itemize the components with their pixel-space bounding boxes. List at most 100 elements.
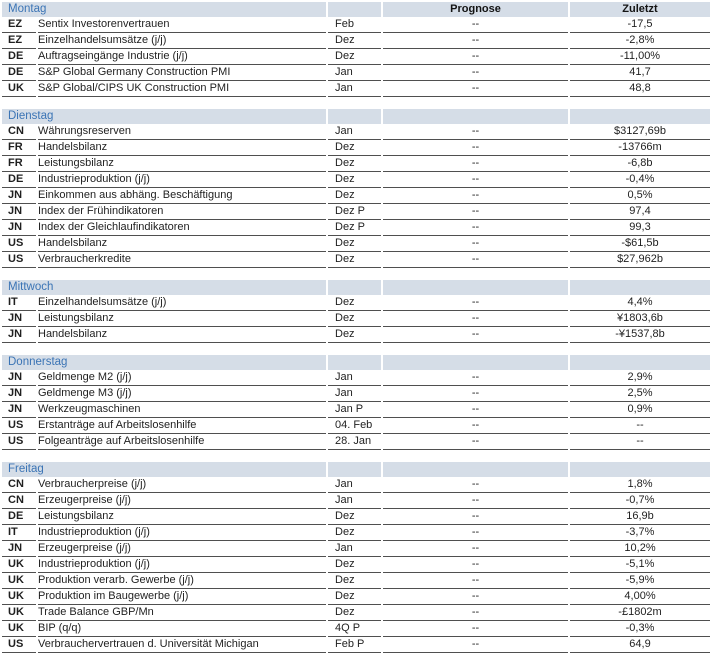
table-row: EZ Einzelhandelsumsätze (j/j) Dez -- -2,8% xyxy=(2,33,711,49)
indicator-name: S&P Global/CIPS UK Construction PMI xyxy=(38,81,327,97)
forecast-value: -- xyxy=(383,557,569,573)
indicator-name: Trade Balance GBP/Mn xyxy=(38,605,327,621)
last-value: 0,9% xyxy=(570,402,710,418)
last-value: 48,8 xyxy=(570,81,711,97)
column-header-zuletzt xyxy=(570,462,711,477)
indicator-name: Sentix Investorenvertrauen xyxy=(38,17,327,33)
column-header-prognose xyxy=(383,355,568,370)
forecast-value: -- xyxy=(383,204,569,220)
last-value: -13766m xyxy=(570,140,711,156)
indicator-name: Verbrauchervertrauen d. Universität Mich… xyxy=(38,637,327,653)
period-value: Dez xyxy=(328,252,382,268)
day-label: Montag xyxy=(2,2,327,17)
country-code: JN xyxy=(2,370,36,386)
table-row: US Erstanträge auf Arbeitslosenhilfe 04. F… xyxy=(2,418,710,434)
day-header-row: Donnerstag xyxy=(2,355,710,370)
country-code: UK xyxy=(2,621,36,637)
last-value: $3127,69b xyxy=(570,124,711,140)
column-header-prognose xyxy=(383,109,569,124)
forecast-value: -- xyxy=(383,17,569,33)
forecast-value: -- xyxy=(383,49,569,65)
last-value: -5,1% xyxy=(570,557,711,573)
period-value: Dez xyxy=(328,557,382,573)
forecast-value: -- xyxy=(383,477,569,493)
last-value: 10,2% xyxy=(570,541,711,557)
table-row: UK Produktion verarb. Gewerbe (j/j) Dez -- -… xyxy=(2,573,711,589)
period-value: 28. Jan xyxy=(328,434,381,450)
last-value: 4,00% xyxy=(570,589,711,605)
country-code: US xyxy=(2,236,36,252)
country-code: JN xyxy=(2,541,36,557)
forecast-value: -- xyxy=(383,311,568,327)
period-value: Dez xyxy=(328,509,382,525)
table-row: IT Industrieproduktion (j/j) Dez -- -3,7% xyxy=(2,525,711,541)
indicator-name: Produktion verarb. Gewerbe (j/j) xyxy=(38,573,327,589)
indicator-name: Industrieproduktion (j/j) xyxy=(38,172,327,188)
country-code: DE xyxy=(2,172,36,188)
forecast-value: -- xyxy=(383,386,568,402)
indicator-name: Einzelhandelsumsätze (j/j) xyxy=(38,33,327,49)
day-section-table: Dienstag CN Währungsreserven Jan -- $3127,69b… xyxy=(0,109,712,268)
period-value: Dez xyxy=(328,573,382,589)
last-value: 16,9b xyxy=(570,509,711,525)
day-header-row: Freitag xyxy=(2,462,711,477)
forecast-value: -- xyxy=(383,605,569,621)
period-value: Dez xyxy=(328,140,382,156)
last-value: -0,3% xyxy=(570,621,711,637)
last-value: $27,962b xyxy=(570,252,711,268)
last-value: 99,3 xyxy=(570,220,711,236)
day-section-table: Freitag CN Verbraucherpreise (j/j) Jan -- 1,8… xyxy=(0,462,712,653)
table-row: JN Einkommen aus abhäng. Beschäftigung Dez… xyxy=(2,188,711,204)
indicator-name: Industrieproduktion (j/j) xyxy=(38,525,327,541)
last-value: -5,9% xyxy=(570,573,711,589)
indicator-name: Auftragseingänge Industrie (j/j) xyxy=(38,49,327,65)
last-value: 64,9 xyxy=(570,637,711,653)
last-value: -17,5 xyxy=(570,17,711,33)
period-value: Jan xyxy=(328,124,382,140)
country-code: FR xyxy=(2,140,36,156)
forecast-value: -- xyxy=(383,637,569,653)
forecast-value: -- xyxy=(383,541,569,557)
period-value: Jan xyxy=(328,65,382,81)
table-row: US Verbrauchervertrauen d. Universität Mi… xyxy=(2,637,711,653)
country-code: EZ xyxy=(2,17,36,33)
period-value: Dez xyxy=(328,311,381,327)
indicator-name: Leistungsbilanz xyxy=(38,311,326,327)
table-row: DE Leistungsbilanz Dez -- 16,9b xyxy=(2,509,711,525)
day-section-table: Montag Prognose Zuletzt EZ Sentix Investoren… xyxy=(0,2,712,97)
indicator-name: Produktion im Baugewerbe (j/j) xyxy=(38,589,327,605)
indicator-name: Währungsreserven xyxy=(38,124,327,140)
country-code: JN xyxy=(2,220,36,236)
period-value: Dez xyxy=(328,295,381,311)
forecast-value: -- xyxy=(383,124,569,140)
header-band-period xyxy=(328,2,382,17)
last-value: -- xyxy=(570,418,710,434)
country-code: UK xyxy=(2,81,36,97)
period-value: Dez P xyxy=(328,204,382,220)
table-row: JN Leistungsbilanz Dez -- ¥1803,6b xyxy=(2,311,710,327)
period-value: Dez xyxy=(328,49,382,65)
period-value: Dez P xyxy=(328,220,382,236)
indicator-name: Geldmenge M2 (j/j) xyxy=(38,370,326,386)
period-value: 04. Feb xyxy=(328,418,381,434)
period-value: Jan P xyxy=(328,402,381,418)
forecast-value: -- xyxy=(383,252,569,268)
forecast-value: -- xyxy=(383,140,569,156)
country-code: US xyxy=(2,418,36,434)
day-header-row: Mittwoch xyxy=(2,280,710,295)
country-code: CN xyxy=(2,477,36,493)
last-value: 1,8% xyxy=(570,477,711,493)
period-value: 4Q P xyxy=(328,621,382,637)
table-row: DE Auftragseingänge Industrie (j/j) Dez -- -… xyxy=(2,49,711,65)
last-value: 2,5% xyxy=(570,386,710,402)
country-code: JN xyxy=(2,204,36,220)
last-value: -£1802m xyxy=(570,605,711,621)
forecast-value: -- xyxy=(383,370,568,386)
table-row: JN Geldmenge M2 (j/j) Jan -- 2,9% xyxy=(2,370,710,386)
period-value: Jan xyxy=(328,81,382,97)
country-code: IT xyxy=(2,295,36,311)
country-code: CN xyxy=(2,493,36,509)
table-row: UK Trade Balance GBP/Mn Dez -- -£1802m xyxy=(2,605,711,621)
indicator-name: Industrieproduktion (j/j) xyxy=(38,557,327,573)
period-value: Jan xyxy=(328,477,382,493)
